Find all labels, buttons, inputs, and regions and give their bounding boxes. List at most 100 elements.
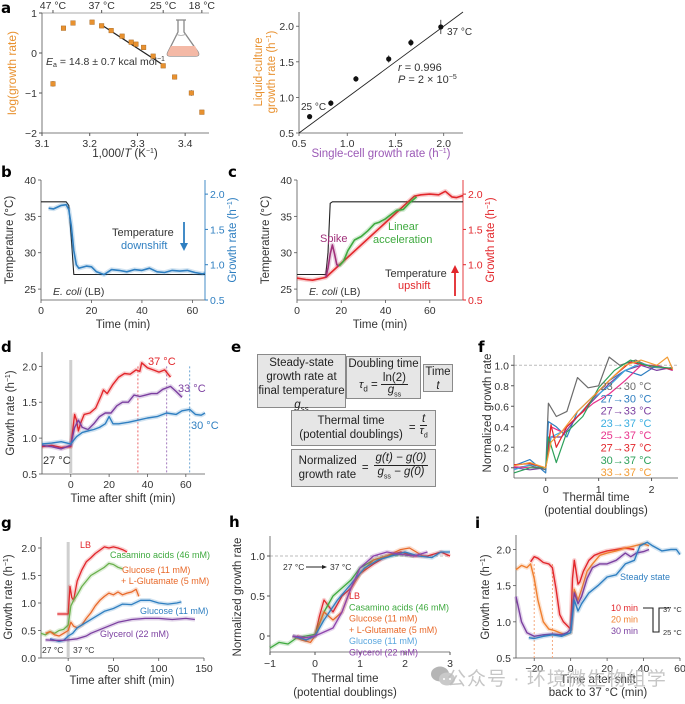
data-point: [408, 40, 414, 46]
y2-tick-label: 1.5: [210, 224, 225, 236]
panel-label-f: f: [478, 338, 485, 356]
box4-equals: =: [408, 421, 416, 434]
data-point: [353, 76, 359, 82]
data-point: [89, 19, 95, 25]
legend-item: LB: [349, 591, 360, 601]
ecoli-label: E. coli (LB): [53, 286, 104, 298]
data-point: [141, 44, 147, 50]
panel-label-i: i: [475, 514, 480, 532]
x-tick-label: 0.5: [292, 138, 307, 150]
fit-line: [298, 11, 464, 134]
y2-tick-label: 1.0: [468, 260, 483, 272]
box-doubling-time: Doubling time τd = ln(2) gss: [346, 356, 421, 399]
x-tick-label: 3: [447, 658, 453, 670]
chart-c: 0 20 40 60 25 30 35 40 0.5 1.0 1.5 2.0 Temperature (…: [260, 175, 497, 331]
label-37c: 37 °C: [148, 356, 176, 368]
legend-item: 10 min: [611, 603, 638, 613]
chart-b: 0 20 40 60 25 30 35 40 0.5 1.0 1.5 2.0 Temperature (…: [4, 175, 239, 331]
legend-item: 20 min: [611, 615, 638, 625]
data-point: [172, 74, 178, 80]
box1-line3: final temperature: [258, 385, 345, 397]
legend-item: 27→37 °C: [601, 443, 652, 455]
y-tick-label: 35: [280, 211, 292, 223]
x-axis-title: Time (min): [96, 319, 151, 331]
y-axis-title: Normalized growth rate: [232, 538, 244, 657]
ecoli-label: E. coli (LB): [309, 286, 360, 298]
series-line-temperature: [41, 201, 205, 276]
shift-marker: [66, 542, 70, 658]
y-axis-title-line1: Liquid-culture: [253, 37, 265, 106]
annotation-acceleration: acceleration: [373, 234, 432, 246]
legend-item: 27→30 °C: [601, 393, 652, 405]
data-point: [60, 25, 66, 31]
series-band: [41, 360, 173, 450]
y-tick-label: 0: [31, 48, 37, 60]
x-tick-label: 60: [180, 479, 192, 491]
x-axis-title: Time (min): [353, 319, 408, 331]
x-tick-label: 0: [568, 663, 574, 675]
arrow-right-icon: [322, 565, 327, 569]
annotation-upshift: upshift: [398, 280, 430, 292]
y-tick-label: 0.5: [279, 128, 294, 140]
panel-label-g: g: [1, 514, 12, 532]
x-tick-label: 20: [601, 663, 613, 675]
data-point: [328, 100, 334, 106]
box5-equals: =: [361, 462, 369, 474]
legend-item: 33→37 °C: [601, 467, 652, 479]
flask-icon: [166, 19, 200, 57]
series-line-37-c: [41, 362, 172, 449]
annotation-spike: Spike: [320, 233, 348, 245]
box5-numerator: g(t) − g(0): [373, 452, 429, 467]
data-point: [108, 28, 114, 34]
y-tick-label: 1.0: [494, 360, 509, 372]
y-tick-label: 0.0: [21, 653, 36, 665]
legend-item: 30 min: [611, 626, 638, 636]
y-tick-label: 1.0: [250, 551, 265, 563]
label-glucose-glutamate-2: + L-Glutamate (5 mM): [121, 576, 209, 586]
series-line-linear-acceleration: [338, 196, 418, 267]
data-point: [50, 81, 56, 87]
label-25c: 25 °C: [663, 628, 682, 637]
r-annotation: r = 0.996: [398, 62, 442, 74]
y-tick-label: 1.0: [279, 92, 294, 104]
label-27c: 27 °C: [43, 455, 71, 467]
box1-gss: gss: [294, 399, 309, 414]
series-line-casamino-acids-46-mm-: [40, 562, 123, 636]
x-tick-label: 1: [357, 658, 363, 670]
label-37c: 37 °C: [663, 605, 682, 614]
y-tick-label: 1.5: [22, 397, 37, 409]
x-tick-label: 0: [65, 663, 71, 675]
x-tick-label: 0: [543, 484, 549, 496]
x-axis-title-line2: (potential doublings): [293, 687, 397, 699]
box2-title: Doubling time: [348, 358, 419, 370]
data-point: [70, 20, 76, 26]
box1-line1: Steady-state: [269, 357, 334, 369]
box1-line2: growth rate at: [266, 371, 337, 383]
panel-label-d: d: [1, 338, 12, 356]
x-tick-label: −1: [264, 658, 276, 670]
y-tick-label: 0: [503, 463, 509, 475]
doubling-time-formula: τd = ln(2) gss: [359, 372, 408, 399]
y-axis-title-line2: growth rate (h−1): [266, 30, 278, 113]
box-steady-state-growth: Steady-state growth rate at final temper…: [257, 354, 346, 413]
x-tick-label: 20: [86, 305, 98, 317]
y-tick-label: −2: [25, 128, 37, 140]
x-tick-label: 150: [195, 663, 213, 675]
x-tick-label: 2.0: [436, 138, 451, 150]
y-tick-label: 0.5: [22, 469, 37, 481]
y2-tick-label: 0.5: [210, 295, 225, 307]
top-tick-label: 47 °C: [40, 0, 67, 12]
y-tick-label: 35: [24, 211, 36, 223]
series-line-glycerol-22-mm-: [45, 617, 195, 642]
legend-item: Glycerol (22 mM): [349, 648, 418, 658]
y2-tick-label: 1.0: [210, 260, 225, 272]
series-line-30-min: [515, 548, 650, 637]
data-point: [150, 53, 156, 59]
panel-label-c: c: [228, 163, 237, 181]
x-axis-title: Thermal time: [562, 492, 629, 504]
y-tick-label: 2.0: [22, 361, 37, 373]
x-axis-title: Time after shift (min): [69, 675, 174, 687]
series-line-10-min: [530, 547, 635, 630]
y-axis-title: log(growth rate): [5, 31, 19, 115]
